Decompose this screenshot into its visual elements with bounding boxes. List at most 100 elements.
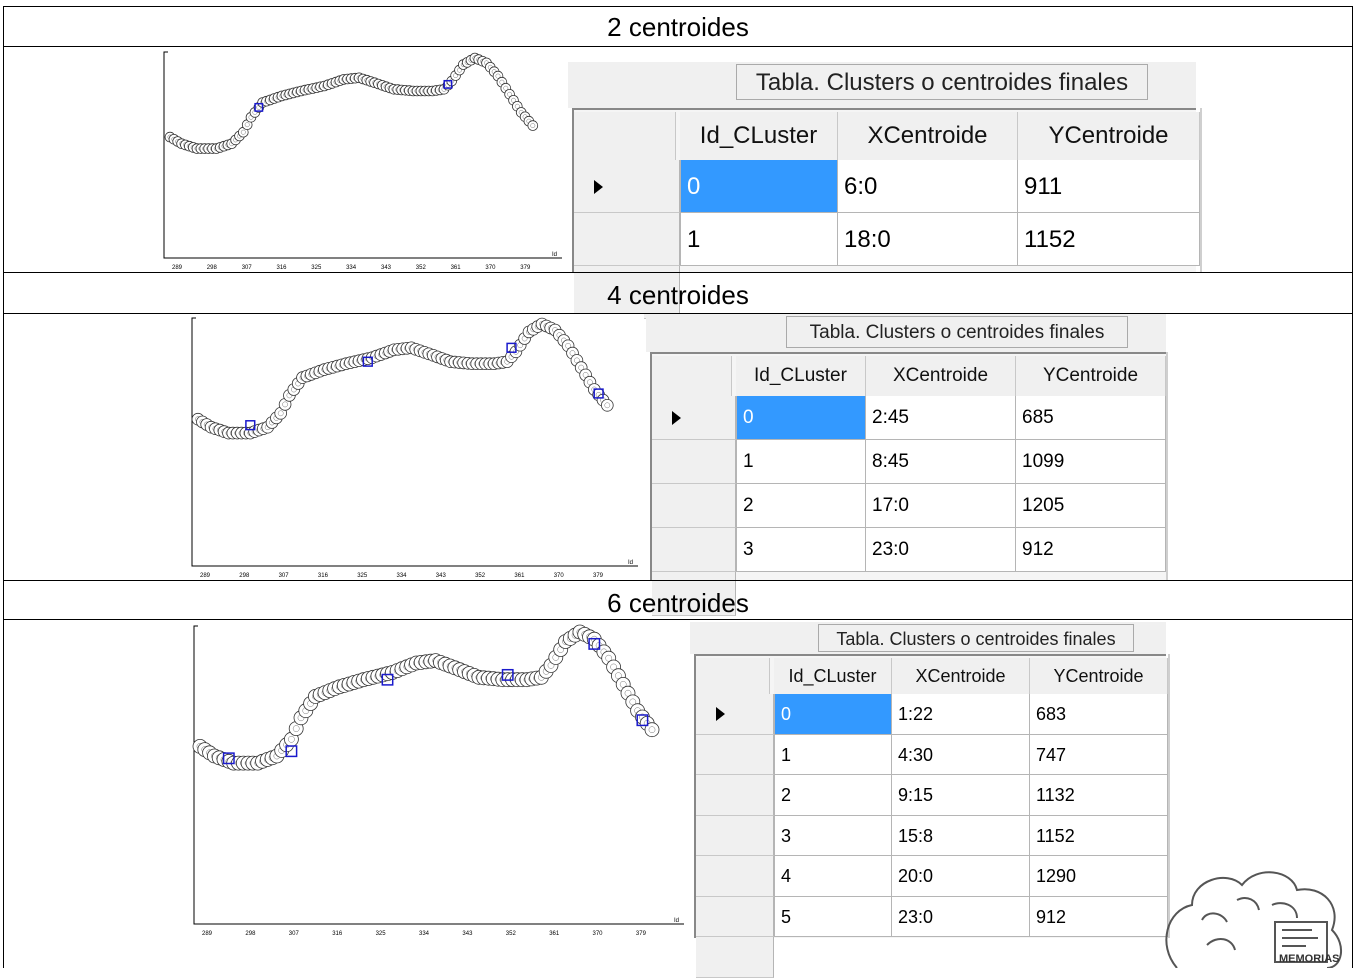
row-header[interactable] — [652, 528, 736, 572]
table-cell[interactable]: 1099 — [1016, 440, 1166, 484]
table-cell[interactable]: 911 — [1018, 160, 1200, 213]
table-cell[interactable]: 1:22 — [892, 694, 1030, 735]
x-tick-label: 370 — [554, 573, 565, 579]
x-tick-label: 307 — [289, 931, 300, 937]
table-cell[interactable]: 23:0 — [866, 528, 1016, 572]
data-point-inner — [565, 342, 571, 349]
table-cell[interactable]: 912 — [1030, 896, 1168, 937]
x-tick-label: 361 — [514, 573, 525, 579]
centroid-marker — [588, 637, 601, 650]
table-cell[interactable]: 2:45 — [866, 396, 1016, 440]
x-tick-label: 343 — [462, 931, 473, 937]
row-header[interactable] — [652, 440, 736, 484]
row-header[interactable] — [696, 896, 774, 937]
x-tick-label: 379 — [520, 265, 531, 271]
data-point-inner — [629, 698, 637, 706]
table-cell[interactable]: 23:0 — [892, 896, 1030, 937]
x-tick-label: 370 — [485, 265, 496, 271]
table-cell[interactable]: 1 — [736, 440, 866, 484]
table-cell[interactable]: 0 — [736, 396, 866, 440]
clusters-grid-2: Tabla. Clusters o centroides finales Id_C… — [568, 62, 1202, 319]
table-cell[interactable]: 1 — [774, 734, 892, 775]
current-row-arrow-icon — [672, 411, 681, 425]
table-cell[interactable]: 0 — [680, 160, 838, 213]
table-cell[interactable]: 3 — [736, 528, 866, 572]
heading-text: 4 centroides — [607, 280, 749, 310]
data-point-inner — [499, 79, 505, 85]
column-header[interactable]: YCentroide — [1030, 658, 1168, 694]
table-cell[interactable]: 747 — [1030, 734, 1168, 775]
plot-axis — [163, 51, 562, 259]
table-cell[interactable]: 1132 — [1030, 775, 1168, 816]
table-cell[interactable]: 1152 — [1030, 815, 1168, 856]
column-header[interactable]: Id_CLuster — [680, 112, 838, 160]
x-tick-label: 334 — [346, 265, 357, 271]
row-header[interactable] — [696, 734, 774, 775]
data-point-inner — [514, 103, 520, 109]
table-cell[interactable]: 2 — [736, 484, 866, 528]
table-cell[interactable]: 1290 — [1030, 856, 1168, 897]
row-header[interactable] — [696, 775, 774, 816]
table-cell[interactable]: 9:15 — [892, 775, 1030, 816]
table-cell[interactable]: 683 — [1030, 694, 1168, 735]
x-tick-label: 352 — [506, 931, 517, 937]
table-cell[interactable]: 18:0 — [838, 213, 1018, 266]
current-row-arrow-icon — [716, 707, 725, 722]
heading-text: 2 centroides — [607, 12, 749, 42]
data-point-inner — [578, 364, 585, 371]
row-header[interactable] — [652, 484, 736, 528]
table-cell[interactable]: 8:45 — [866, 440, 1016, 484]
table-cell[interactable]: 912 — [1016, 528, 1166, 572]
table-cell[interactable]: 4:30 — [892, 734, 1030, 775]
table-cell[interactable]: 5 — [774, 896, 892, 937]
x-tick-label: 379 — [593, 573, 604, 579]
column-header[interactable]: XCentroide — [838, 112, 1018, 160]
centroid-marker — [501, 668, 514, 681]
data-point-inner — [511, 97, 516, 103]
column-header[interactable]: Id_CLuster — [736, 356, 866, 396]
x-tick-label: 298 — [245, 931, 256, 937]
data-point-inner — [288, 735, 295, 743]
x-axis-label: Id — [552, 252, 557, 258]
x-tick-label: 298 — [239, 573, 250, 579]
row-header[interactable] — [696, 694, 774, 735]
row-header[interactable] — [696, 856, 774, 897]
centroid-marker — [636, 714, 649, 727]
section-heading-2: 2 centroides — [3, 6, 1353, 47]
grid-caption: Tabla. Clusters o centroides finales — [736, 64, 1148, 100]
table-cell[interactable]: 3 — [774, 815, 892, 856]
table-cell[interactable]: 1152 — [1018, 213, 1200, 266]
data-point-inner — [244, 122, 250, 128]
data-point — [600, 399, 614, 412]
table-cell[interactable]: 20:0 — [892, 856, 1030, 897]
table-cell[interactable]: 0 — [774, 694, 892, 735]
row-header[interactable] — [574, 160, 680, 213]
data-point-inner — [569, 350, 576, 356]
centroid-marker — [222, 752, 235, 765]
data-point-inner — [277, 410, 284, 417]
table-cell[interactable]: 15:8 — [892, 815, 1030, 856]
row-header[interactable] — [652, 396, 736, 440]
table-cell[interactable]: 1 — [680, 213, 838, 266]
column-header[interactable]: XCentroide — [866, 356, 1016, 396]
data-point-inner — [605, 654, 613, 662]
data-point-inner — [604, 402, 611, 409]
row-header[interactable] — [696, 815, 774, 856]
table-cell[interactable]: 685 — [1016, 396, 1166, 440]
data-point-inner — [507, 91, 513, 97]
column-header[interactable]: Id_CLuster — [774, 658, 892, 694]
column-header[interactable]: YCentroide — [1018, 112, 1200, 160]
clusters-grid-6: Tabla. Clusters o centroides finales Id_C… — [690, 622, 1170, 978]
table-cell[interactable]: 4 — [774, 856, 892, 897]
x-tick-label: 379 — [636, 931, 647, 937]
column-header[interactable]: XCentroide — [892, 658, 1030, 694]
table-cell[interactable]: 2 — [774, 775, 892, 816]
table-cell[interactable]: 1205 — [1016, 484, 1166, 528]
x-tick-label: 343 — [381, 265, 392, 271]
column-header[interactable]: YCentroide — [1016, 356, 1166, 396]
table-cell[interactable]: 6:0 — [838, 160, 1018, 213]
table-cell[interactable]: 17:0 — [866, 484, 1016, 528]
row-header[interactable] — [574, 213, 680, 266]
scatter-plot-4-centroids: 289 298 307 316 325 334 343 352 361 370 379 Id — [188, 314, 644, 580]
x-tick-label: 334 — [397, 573, 408, 579]
